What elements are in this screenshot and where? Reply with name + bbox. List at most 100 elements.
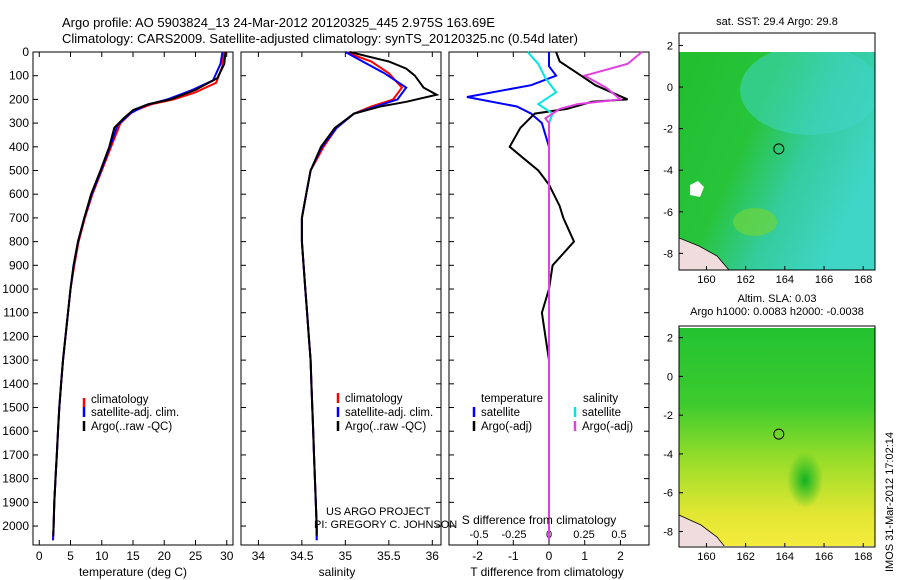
series-line-s-argo-adj- (543, 51, 643, 541)
project-credit: US ARGO PROJECT (326, 506, 431, 518)
sst-warm-pool (740, 52, 875, 135)
y-tick-label: 500 (9, 164, 29, 178)
map-y-tick-label: -8 (663, 248, 673, 260)
x-tick-label: 15 (126, 549, 140, 563)
x-tick-label: 35 (339, 549, 353, 563)
legend-argo-label: Argo(..raw -QC) (91, 421, 172, 433)
y-tick-label: 1400 (2, 377, 29, 391)
series-line-argo-raw-qc- (52, 51, 227, 536)
map-y-tick-label: -2 (663, 410, 673, 422)
secondary-x-tick-label: -0.5 (470, 529, 489, 541)
sst-map-title: sat. SST: 29.4 Argo: 29.8 (716, 16, 838, 28)
legend-s-satellite-label: satellite (582, 407, 621, 419)
map-y-tick-label: 0 (667, 371, 673, 383)
y-tick-label: 1000 (2, 282, 29, 296)
legend-temperature-heading: temperature (481, 393, 543, 405)
y-tick-label: 2000 (2, 519, 29, 533)
difference-panel: -2 -1 0 1 2 -0.5 -0.25 0 0.25 0.5 T difference f… (448, 51, 650, 579)
salinity-plot-frame (240, 51, 442, 546)
x-tick-label: 0 (546, 549, 553, 563)
map-x-tick-label: 164 (776, 551, 794, 563)
land-mass (679, 237, 730, 270)
series-line-t-argo-adj- (508, 51, 629, 536)
x-tick-label: 25 (189, 549, 203, 563)
series-line-t-satellite (466, 52, 558, 541)
map-y-tick-label: -4 (663, 165, 673, 177)
map-y-tick-label: -2 (663, 124, 673, 136)
x-tick-label: 0 (36, 549, 43, 563)
y-tick-label: 300 (9, 116, 29, 130)
secondary-x-tick-label: 0.25 (573, 529, 594, 541)
legend-climatology-label: climatology (345, 393, 403, 405)
series-line-s-satellite (526, 51, 558, 541)
legend-satellite-label: satellite-adj. clim. (345, 407, 433, 419)
legend-s-argo-label: Argo(-adj) (582, 421, 633, 433)
x-tick-label: 34.5 (290, 549, 314, 563)
y-tick-label: 1700 (2, 448, 29, 462)
map-y-tick-label: -4 (663, 449, 673, 461)
y-tick-label: 1500 (2, 401, 29, 415)
map-x-tick-label: 160 (697, 274, 715, 286)
difference-legend: temperature salinity satellite Argo(-adj… (472, 393, 633, 433)
map-x-tick-label: 164 (776, 274, 794, 286)
sla-low-tongue (787, 452, 823, 508)
legend-salinity-heading: salinity (583, 393, 618, 405)
y-tick-label: 0 (22, 45, 29, 59)
temperature-plot-frame (32, 51, 234, 546)
x-tick-label: 2 (617, 549, 624, 563)
series-line-argo-raw-qc- (300, 51, 440, 536)
sst-patch (733, 208, 777, 236)
series-line-satellite-adj-clim- (300, 51, 408, 541)
salinity-legend: climatology satellite-adj. clim. Argo(..… (336, 393, 433, 433)
s-difference-x-label: S difference from climatology (462, 513, 617, 527)
sla-map-frame (678, 325, 876, 548)
legend-satellite-label: satellite-adj. clim. (91, 407, 179, 419)
x-tick-label: 5 (67, 549, 74, 563)
series-line-satellite-adj-clim- (52, 51, 224, 541)
t-difference-x-label: T difference from climatology (470, 565, 624, 579)
map-x-tick-label: 166 (815, 274, 833, 286)
map-x-tick-label: 168 (854, 551, 872, 563)
sst-map-frame (678, 32, 876, 271)
map-y-tick-label: 0 (667, 82, 673, 94)
x-tick-label: 20 (158, 549, 172, 563)
temperature-legend: climatology satellite-adj. clim. Argo(..… (82, 394, 179, 433)
x-tick-label: 36 (426, 549, 440, 563)
legend-climatology-label: climatology (91, 394, 149, 406)
sst-missing-data (690, 181, 704, 197)
x-tick-label: -2 (472, 549, 483, 563)
sla-map-panel: Altim. SLA: 0.03 Argo h1000: 0.0083 h200… (663, 293, 876, 563)
sst-map-panel: sat. SST: 29.4 Argo: 29.8 160 162 164 166 16… (663, 16, 876, 286)
temperature-x-label: temperature (deg C) (79, 565, 187, 579)
legend-argo-label: Argo(..raw -QC) (345, 421, 426, 433)
figure-title-line1: Argo profile: AO 5903824_13 24-Mar-2012 … (62, 15, 495, 30)
series-line-climatology (300, 51, 404, 541)
imos-timestamp: IMOS 31-Mar-2012 17:02:14 (884, 432, 896, 572)
map-y-tick-label: -6 (663, 488, 673, 500)
legend-t-satellite-label: satellite (481, 407, 520, 419)
land-mass (679, 514, 725, 546)
x-tick-label: 35.5 (377, 549, 401, 563)
y-tick-label: 1900 (2, 495, 29, 509)
y-tick-label: 900 (9, 258, 29, 272)
map-x-tick-label: 166 (815, 551, 833, 563)
y-tick-label: 600 (9, 187, 29, 201)
y-tick-label: 100 (9, 69, 29, 83)
x-tick-label: 30 (220, 549, 234, 563)
map-y-tick-label: 2 (667, 40, 673, 52)
secondary-x-tick-label: 0.5 (611, 529, 626, 541)
argo-float-marker (773, 428, 785, 440)
sla-map-title: Altim. SLA: 0.03 (738, 293, 817, 305)
argo-float-marker (773, 143, 785, 155)
x-tick-label: 34 (252, 549, 266, 563)
sla-map-subtitle: Argo h1000: 0.0083 h2000: -0.0038 (690, 306, 864, 318)
y-tick-label: 1800 (2, 472, 29, 486)
salinity-x-label: salinity (319, 565, 356, 579)
temperature-panel: 0100200300400500600700800900100011001200… (2, 45, 233, 579)
sla-field (679, 328, 875, 546)
y-tick-label: 1100 (3, 306, 29, 320)
map-y-tick-label: -8 (663, 526, 673, 538)
y-tick-label: 400 (9, 140, 29, 154)
salinity-panel: 34 34.5 35 35.5 36 salinity climatology sate… (240, 51, 457, 579)
